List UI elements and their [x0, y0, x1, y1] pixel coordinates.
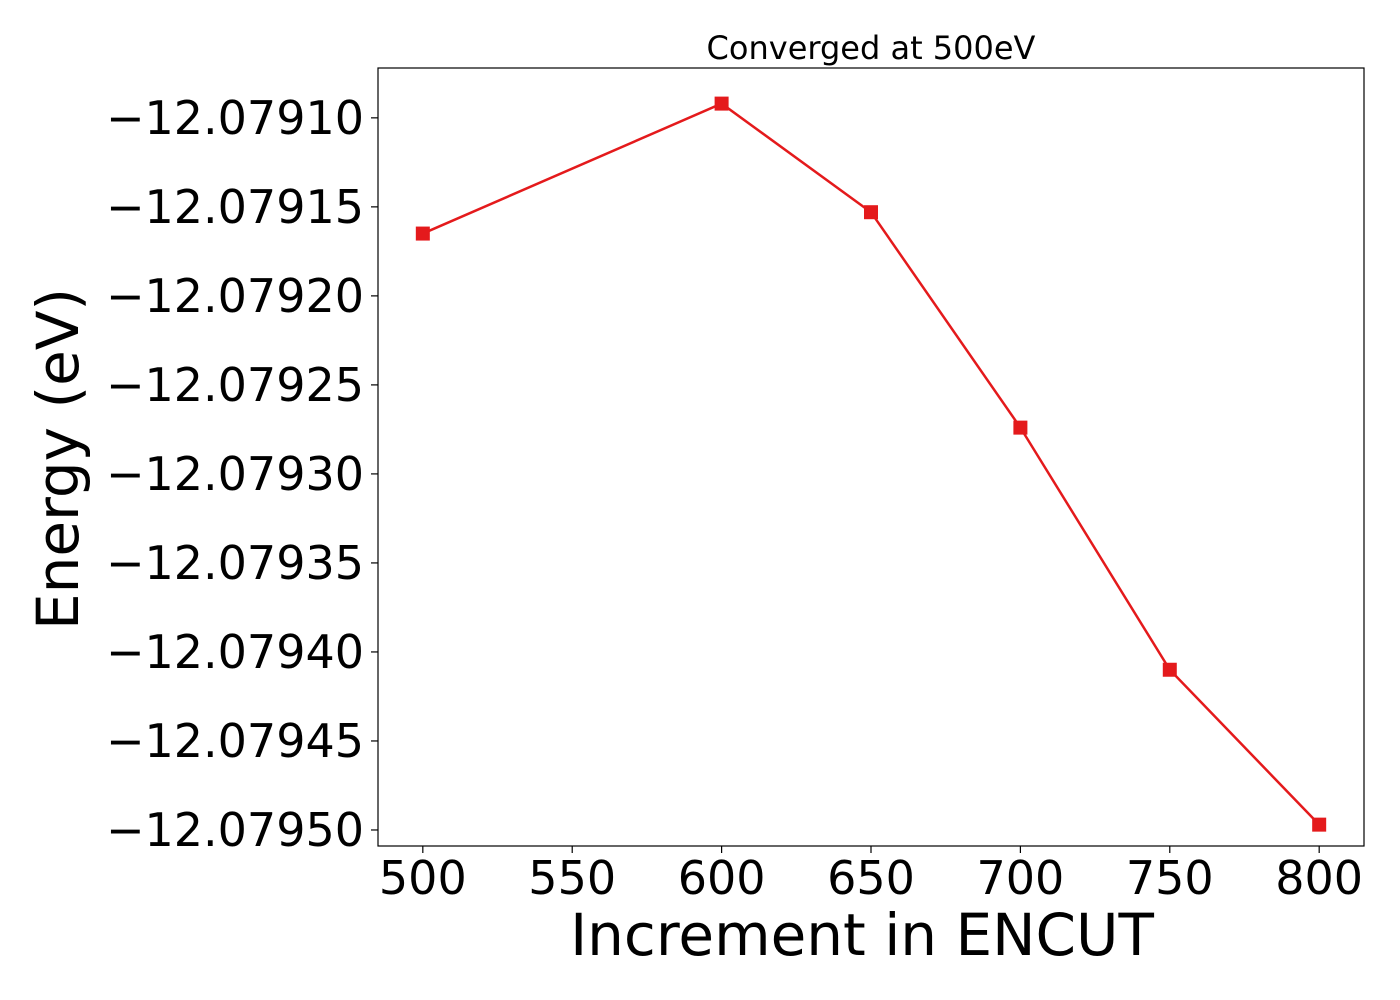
x-tick-label: 700: [976, 851, 1064, 905]
data-point: [1013, 420, 1028, 435]
y-tick-label: −12.07945: [106, 714, 364, 768]
y-tick-label: −12.07950: [106, 803, 364, 857]
x-tick-label: 500: [379, 851, 467, 905]
plot-area: [377, 67, 1365, 847]
y-tick-label: −12.07910: [106, 91, 364, 145]
y-axis-title: Energy (eV): [24, 288, 92, 630]
y-tick-label: −12.07920: [106, 269, 364, 323]
data-point: [864, 205, 878, 220]
x-axis-title: Increment in ENCUT: [570, 901, 1154, 969]
x-tick-label: 800: [1275, 851, 1363, 905]
data-point: [415, 226, 430, 241]
x-tick-label: 750: [1126, 851, 1214, 905]
y-tick-label: −12.07925: [106, 358, 364, 412]
data-point: [1312, 817, 1327, 832]
series-layer: [415, 96, 1327, 832]
data-point: [1162, 662, 1177, 677]
y-tick-label: −12.07930: [106, 447, 364, 501]
x-tick-label: 650: [827, 851, 915, 905]
chart-title: Converged at 500eV: [707, 29, 1036, 67]
x-axis: 500 550 600 650 700 750 800: [379, 846, 1363, 905]
x-tick-label: 550: [528, 851, 616, 905]
series-line: [422, 102, 1321, 826]
y-tick-label: −12.07935: [106, 536, 364, 590]
x-tick-label: 600: [678, 851, 766, 905]
y-axis: −12.07910 −12.07915 −12.07920 −12.07925 −12.…: [106, 91, 378, 857]
data-point: [714, 96, 729, 111]
y-tick-label: −12.07940: [106, 625, 364, 679]
y-tick-label: −12.07915: [106, 180, 364, 234]
